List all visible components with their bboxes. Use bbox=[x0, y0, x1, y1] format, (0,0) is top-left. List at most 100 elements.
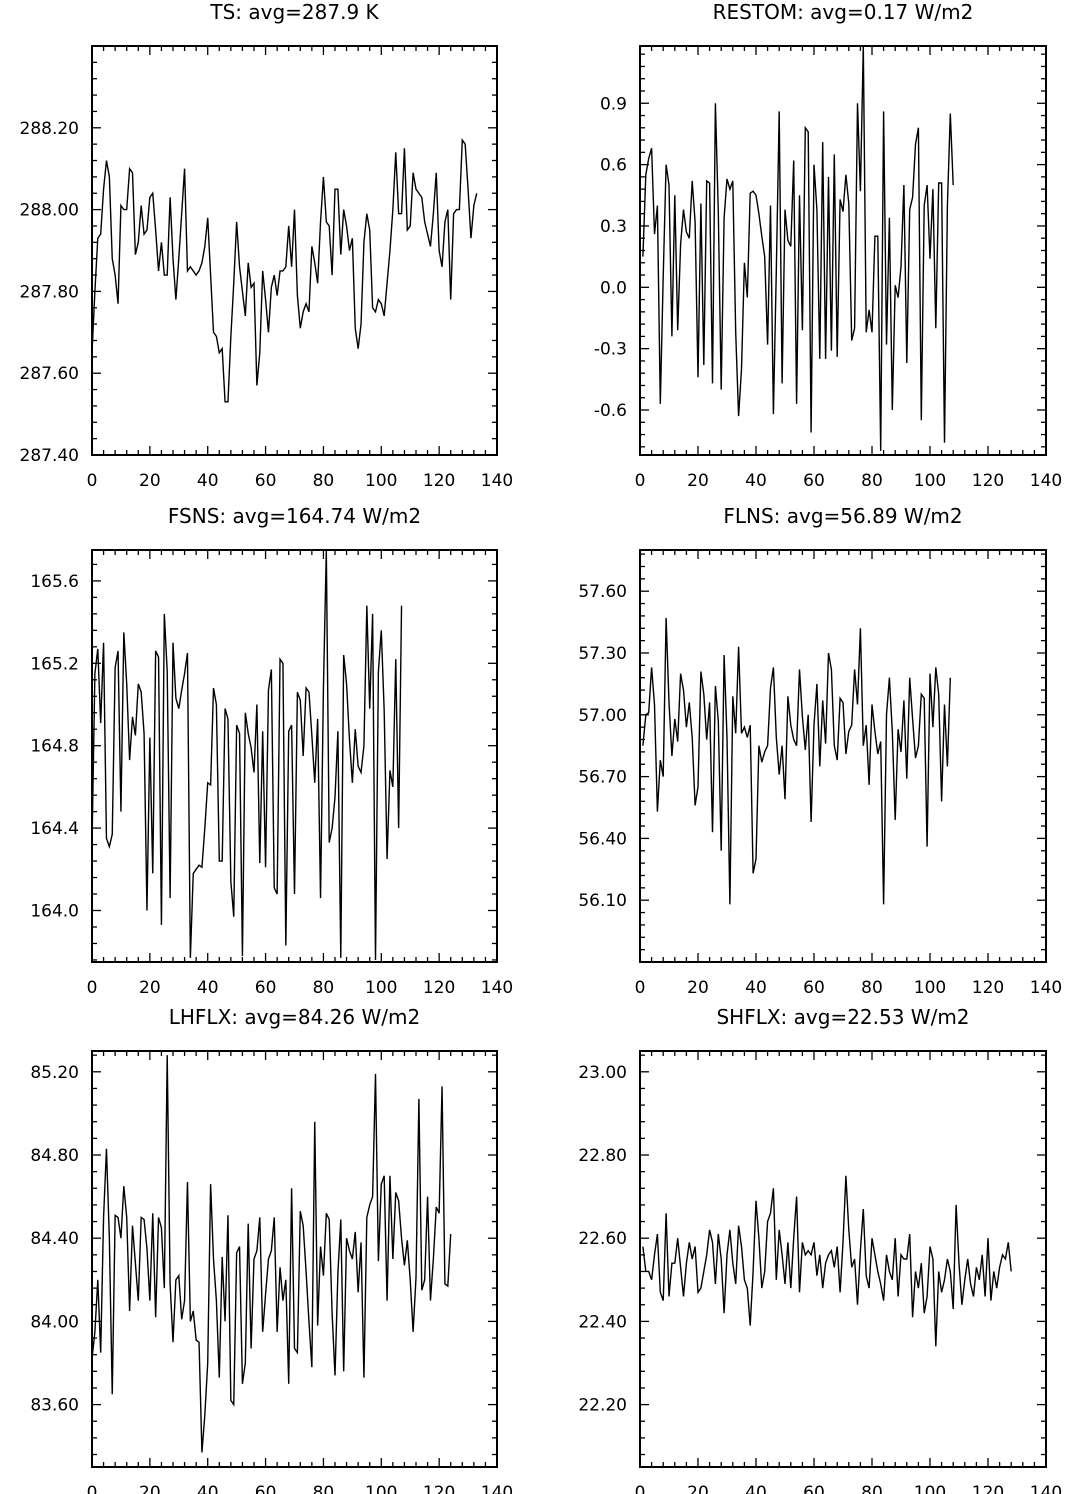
y-tick-label: 23.00 bbox=[578, 1063, 627, 1083]
y-tick-label: 164.0 bbox=[30, 902, 79, 922]
y-tick-label: 288.20 bbox=[20, 119, 79, 139]
x-tick-label: 20 bbox=[139, 978, 161, 998]
x-tick-label: 0 bbox=[87, 471, 98, 491]
plot-frame bbox=[639, 549, 1047, 963]
y-tick-label: 84.00 bbox=[30, 1312, 79, 1332]
y-tick-label: 0.6 bbox=[600, 156, 627, 176]
y-tick-label: 85.20 bbox=[30, 1063, 79, 1083]
y-tick-label: 164.4 bbox=[30, 819, 79, 839]
series-line bbox=[92, 550, 403, 960]
x-tick-label: 20 bbox=[687, 1483, 709, 1494]
x-tick-label: 140 bbox=[1030, 471, 1062, 491]
y-tick-label: 56.40 bbox=[578, 829, 627, 849]
x-tick-label: 0 bbox=[87, 1483, 98, 1494]
x-tick-label: 0 bbox=[87, 978, 98, 998]
chart-title: RESTOM: avg=0.17 W/m2 bbox=[713, 0, 974, 24]
y-tick-label: 22.20 bbox=[578, 1396, 627, 1416]
y-tick-label: 0.3 bbox=[600, 217, 627, 237]
y-tick-label: 0.9 bbox=[600, 94, 627, 114]
x-tick-label: 120 bbox=[972, 1483, 1004, 1494]
chart-title: LHFLX: avg=84.26 W/m2 bbox=[169, 1005, 421, 1029]
x-tick-label: 60 bbox=[803, 978, 825, 998]
x-tick-label: 20 bbox=[139, 1483, 161, 1494]
x-tick-label: 0 bbox=[635, 978, 646, 998]
x-tick-label: 100 bbox=[365, 471, 397, 491]
x-tick-label: 20 bbox=[687, 471, 709, 491]
plot-frame bbox=[91, 1050, 498, 1468]
chart-panel-2: RESTOM: avg=0.17 W/m2 0 20 40 60 80 100 120 140 -… bbox=[594, 0, 1062, 491]
y-tick-label: -0.3 bbox=[594, 340, 627, 360]
y-tick-label: 0.0 bbox=[600, 278, 627, 298]
x-tick-label: 40 bbox=[745, 978, 767, 998]
x-tick-label: 80 bbox=[313, 1483, 335, 1494]
y-tick-label: 57.60 bbox=[578, 582, 627, 602]
x-tick-label: 0 bbox=[635, 1483, 646, 1494]
chart-title: FSNS: avg=164.74 W/m2 bbox=[168, 504, 421, 528]
y-tick-label: 83.60 bbox=[30, 1396, 79, 1416]
y-tick-label: 56.70 bbox=[578, 768, 627, 788]
x-tick-label: 60 bbox=[255, 1483, 277, 1494]
y-tick-label: 22.40 bbox=[578, 1312, 627, 1332]
x-tick-label: 20 bbox=[687, 978, 709, 998]
y-tick-label: 287.60 bbox=[20, 364, 79, 384]
x-tick-label: 80 bbox=[861, 471, 883, 491]
y-tick-label: 57.00 bbox=[578, 706, 627, 726]
y-tick-label: 84.40 bbox=[30, 1229, 79, 1249]
x-tick-label: 100 bbox=[914, 471, 946, 491]
x-tick-label: 20 bbox=[139, 471, 161, 491]
x-tick-label: 80 bbox=[313, 471, 335, 491]
series-line bbox=[642, 1175, 1012, 1347]
x-tick-label: 40 bbox=[745, 1483, 767, 1494]
y-tick-label: 84.80 bbox=[30, 1146, 79, 1166]
x-tick-label: 80 bbox=[861, 1483, 883, 1494]
x-tick-label: 0 bbox=[635, 471, 646, 491]
x-tick-label: 60 bbox=[255, 471, 277, 491]
x-tick-label: 40 bbox=[745, 471, 767, 491]
chart-title: TS: avg=287.9 K bbox=[209, 0, 379, 24]
x-tick-label: 100 bbox=[365, 978, 397, 998]
y-tick-label: 22.80 bbox=[578, 1146, 627, 1166]
x-tick-label: 120 bbox=[423, 471, 455, 491]
chart-panel-3: FSNS: avg=164.74 W/m2 0 20 40 60 80 100 120 140 1… bbox=[30, 504, 513, 998]
y-tick-label: 288.00 bbox=[20, 201, 79, 221]
series-line bbox=[642, 46, 954, 451]
y-tick-label: -0.6 bbox=[594, 401, 627, 421]
plot-frame bbox=[91, 549, 498, 963]
x-tick-label: 80 bbox=[313, 978, 335, 998]
x-tick-label: 120 bbox=[972, 978, 1004, 998]
x-tick-label: 100 bbox=[914, 978, 946, 998]
y-tick-label: 287.40 bbox=[20, 446, 79, 466]
x-tick-label: 140 bbox=[1030, 1483, 1062, 1494]
series-line bbox=[642, 617, 951, 905]
series-line bbox=[92, 137, 478, 403]
x-tick-label: 120 bbox=[972, 471, 1004, 491]
y-tick-label: 57.30 bbox=[578, 644, 627, 664]
chart-panel-4: FLNS: avg=56.89 W/m2 0 20 40 60 80 100 120 140 56… bbox=[578, 504, 1062, 998]
y-tick-label: 165.2 bbox=[30, 654, 79, 674]
x-tick-label: 60 bbox=[803, 1483, 825, 1494]
y-tick-label: 287.80 bbox=[20, 282, 79, 302]
x-tick-label: 140 bbox=[1030, 978, 1062, 998]
x-tick-label: 40 bbox=[197, 471, 219, 491]
plot-frame bbox=[639, 1050, 1047, 1468]
x-tick-label: 100 bbox=[365, 1483, 397, 1494]
x-tick-label: 60 bbox=[255, 978, 277, 998]
y-tick-label: 22.60 bbox=[578, 1229, 627, 1249]
chart-panel-6: SHFLX: avg=22.53 W/m2 0 20 40 60 80 100 120 140 2… bbox=[578, 1005, 1062, 1494]
y-tick-label: 164.8 bbox=[30, 737, 79, 757]
x-tick-label: 80 bbox=[861, 978, 883, 998]
x-tick-label: 120 bbox=[423, 978, 455, 998]
x-tick-label: 140 bbox=[481, 471, 513, 491]
y-tick-label: 165.6 bbox=[30, 572, 79, 592]
chart-title: FLNS: avg=56.89 W/m2 bbox=[723, 504, 962, 528]
x-tick-label: 120 bbox=[423, 1483, 455, 1494]
x-tick-label: 100 bbox=[914, 1483, 946, 1494]
chart-title: SHFLX: avg=22.53 W/m2 bbox=[716, 1005, 969, 1029]
chart-panel-1: TS: avg=287.9 K 0 20 40 60 80 100 120 140 287.40 2… bbox=[20, 0, 514, 491]
x-tick-label: 140 bbox=[481, 978, 513, 998]
chart-panel-5: LHFLX: avg=84.26 W/m2 0 20 40 60 80 100 120 140 8… bbox=[30, 1005, 513, 1494]
y-tick-label: 56.10 bbox=[578, 891, 627, 911]
plot-frame bbox=[639, 45, 1047, 456]
x-tick-label: 40 bbox=[197, 1483, 219, 1494]
